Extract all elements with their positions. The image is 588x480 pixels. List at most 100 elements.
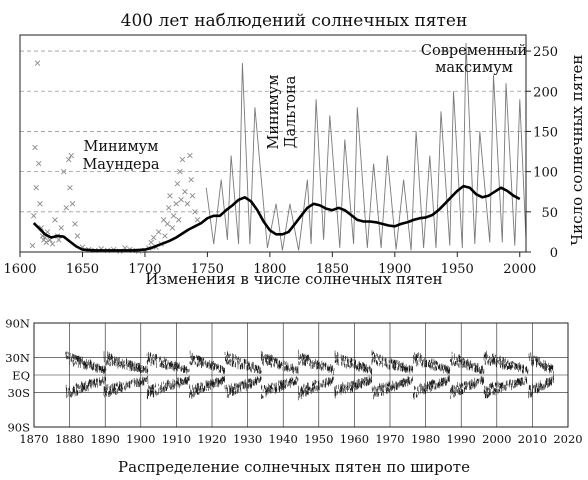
maunder-scatter-point <box>74 233 81 239</box>
maunder-scatter-point <box>66 156 72 163</box>
top-x-tick-label: 1800 <box>253 262 286 277</box>
maunder-scatter-point <box>67 184 73 191</box>
top-x-tick-label: 1650 <box>66 262 99 277</box>
bottom-x-tick-label: 1990 <box>447 432 476 446</box>
top-x-tick-label: 2000 <box>503 262 536 277</box>
maunder-scatter-point <box>34 60 41 66</box>
bottom-y-axis: 90N 30N EQ 30S 90S <box>5 317 30 435</box>
top-plot-frame <box>19 34 527 253</box>
maunder-scatter-point <box>68 152 74 159</box>
smoothed-average-line <box>32 184 521 252</box>
maunder-scatter-point <box>170 213 177 219</box>
maunder-scatter-point <box>31 213 37 219</box>
maunder-scatter-point <box>167 193 173 199</box>
annotation-modern-max-line1: Современный <box>421 43 527 59</box>
bottom-x-tick-label: 1910 <box>162 432 191 446</box>
top-chart-title: 400 лет наблюдений солнечных пятен <box>121 11 468 31</box>
top-gridlines <box>20 50 526 213</box>
top-x-tick-label: 1700 <box>128 262 161 277</box>
maunder-scatter-point <box>36 160 42 167</box>
maunder-scatter-point <box>63 205 69 211</box>
top-x-tick-label: 1950 <box>441 262 474 277</box>
maunder-scatter-point <box>184 201 191 207</box>
bottom-gridlines <box>33 322 569 428</box>
maunder-scatter-point <box>188 176 194 183</box>
maunder-scatter-point <box>169 225 176 231</box>
top-y-tick-label: 200 <box>533 85 558 100</box>
bottom-x-tick-label: 2020 <box>553 432 582 446</box>
bottom-y-tick-label: EQ <box>12 369 30 383</box>
bottom-plot-frame <box>33 322 569 428</box>
maunder-scatter-point <box>69 201 76 207</box>
top-y-label-group: Число солнечных пятен <box>568 55 586 246</box>
maunder-scatter-point <box>32 144 38 151</box>
bottom-chart-caption: Распределение солнечных пятен по широте <box>118 458 470 476</box>
maunder-scatter-point <box>175 217 182 223</box>
top-y-tick-label: 50 <box>541 206 558 221</box>
monthly-sunspot-line <box>205 42 527 251</box>
maunder-scatter-point <box>148 239 154 246</box>
bottom-x-tick-label: 1920 <box>197 432 226 446</box>
bottom-y-tick-label: 30S <box>7 386 30 400</box>
bottom-plot-area: 1870 1880 1890 1900 1910 1920 1930 1940 1950 1960… <box>5 317 582 447</box>
top-chart-caption: Изменения в числе солнечных пятен <box>145 270 442 288</box>
annotation-maunder: Минимум Маундера <box>82 139 159 173</box>
bottom-x-tick-label: 1900 <box>126 432 155 446</box>
maunder-scatter-point <box>187 152 193 159</box>
annotation-dalton-line2: Дальтона <box>283 75 299 148</box>
maunder-scatter-point <box>173 201 179 207</box>
maunder-scatter-point <box>194 217 201 223</box>
bottom-x-tick-label: 1960 <box>340 432 369 446</box>
bottom-x-tick-label: 2010 <box>518 432 547 446</box>
bottom-x-tick-label: 1970 <box>375 432 404 446</box>
top-y-tick-label: 250 <box>533 45 558 60</box>
maunder-scatter-point <box>162 233 168 239</box>
bottom-y-tick-label: 90N <box>5 317 30 331</box>
annotation-maunder-line2: Маундера <box>82 157 159 173</box>
top-x-axis: 1600 1650 1700 1750 1800 1850 1900 1950 2000 <box>3 252 536 277</box>
maunder-scatter-point <box>29 242 36 249</box>
top-x-tick-label: 1600 <box>3 262 36 277</box>
bottom-x-axis: 1870 1880 1890 1900 1910 1920 1930 1940 1950 1960… <box>19 432 582 446</box>
maunder-scatter-point <box>192 209 198 215</box>
maunder-scatter-point <box>37 201 43 207</box>
maunder-scatter-point <box>165 205 172 211</box>
maunder-scatter-point <box>177 168 183 175</box>
top-y-axis: 0 50 100 150 200 250 <box>526 45 558 261</box>
bottom-x-tick-label: 1950 <box>304 432 333 446</box>
bottom-x-tick-label: 1880 <box>55 432 84 446</box>
top-y-tick-label: 0 <box>550 246 558 261</box>
top-y-axis-label: Число солнечных пятен <box>568 55 586 246</box>
maunder-scatter-point <box>179 156 186 163</box>
monthly-sunspot-series <box>205 42 527 251</box>
bottom-x-tick-label: 1930 <box>233 432 262 446</box>
smoothed-average-series <box>32 184 521 252</box>
maunder-scatter-point <box>174 180 181 187</box>
maunder-scatter-point <box>178 197 184 203</box>
maunder-scatter-point <box>33 184 39 191</box>
maunder-scatter-point <box>72 221 78 227</box>
maunder-scatter-point <box>182 189 188 195</box>
top-x-tick-label: 1750 <box>191 262 224 277</box>
top-x-tick-label: 1900 <box>378 262 411 277</box>
maunder-scatter-point <box>49 241 56 247</box>
bottom-x-tick-label: 1870 <box>19 432 48 446</box>
maunder-scatter-point <box>58 225 64 231</box>
top-y-tick-label: 150 <box>533 125 558 140</box>
maunder-scatter-point <box>189 193 196 199</box>
annotation-dalton-line1: Минимум <box>266 75 282 150</box>
bottom-y-tick-label: 90S <box>7 421 30 435</box>
annotation-modern-max: Современный максимум <box>421 43 527 76</box>
maunder-scatter-point <box>52 217 58 223</box>
annotation-maunder-line1: Минимум <box>84 139 159 155</box>
maunder-scatter-point <box>155 229 162 235</box>
maunder-scatter-point <box>56 237 62 243</box>
annotation-dalton: Минимум Дальтона <box>266 75 299 150</box>
maunder-scatter-point <box>150 234 157 241</box>
maunder-scatter-point <box>164 221 171 227</box>
maunder-scatter-point <box>61 168 67 175</box>
top-plot-area: 1600 1650 1700 1750 1800 1850 1900 1950 2000 0 50… <box>3 34 558 277</box>
top-y-tick-label: 100 <box>533 166 558 181</box>
bottom-x-tick-label: 1940 <box>269 432 298 446</box>
